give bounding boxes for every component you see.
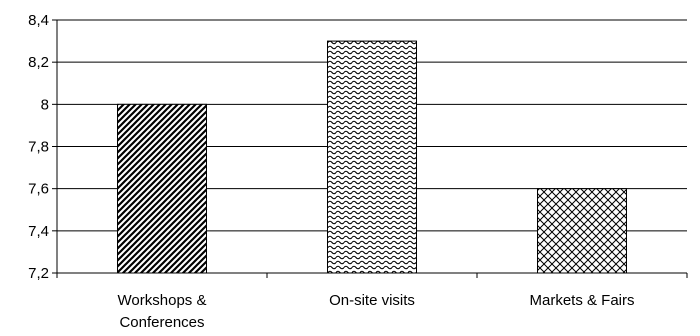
bars — [117, 40, 627, 274]
x-category-label: On-site visits — [329, 292, 415, 309]
y-tick-label: 8,2 — [28, 54, 49, 71]
y-axis: 7,2 7,4 7,6 7,8 8 8,2 8,4 — [28, 12, 58, 282]
x-category-label: Conferences — [119, 314, 204, 331]
y-tick-label: 8,4 — [28, 12, 49, 29]
y-tick-label: 7,8 — [28, 139, 49, 156]
bar — [327, 40, 417, 274]
y-tick-label: 8 — [41, 96, 49, 113]
bar — [537, 188, 627, 274]
y-tick-label: 7,6 — [28, 181, 49, 198]
x-category-label: Markets & Fairs — [529, 292, 634, 309]
y-tick-label: 7,4 — [28, 223, 49, 240]
x-axis: Workshops & Conferences On-site visits Mark… — [56, 272, 688, 331]
bar — [117, 103, 207, 274]
y-tick-label: 7,2 — [28, 265, 49, 282]
x-category-label: Workshops & — [118, 292, 207, 309]
